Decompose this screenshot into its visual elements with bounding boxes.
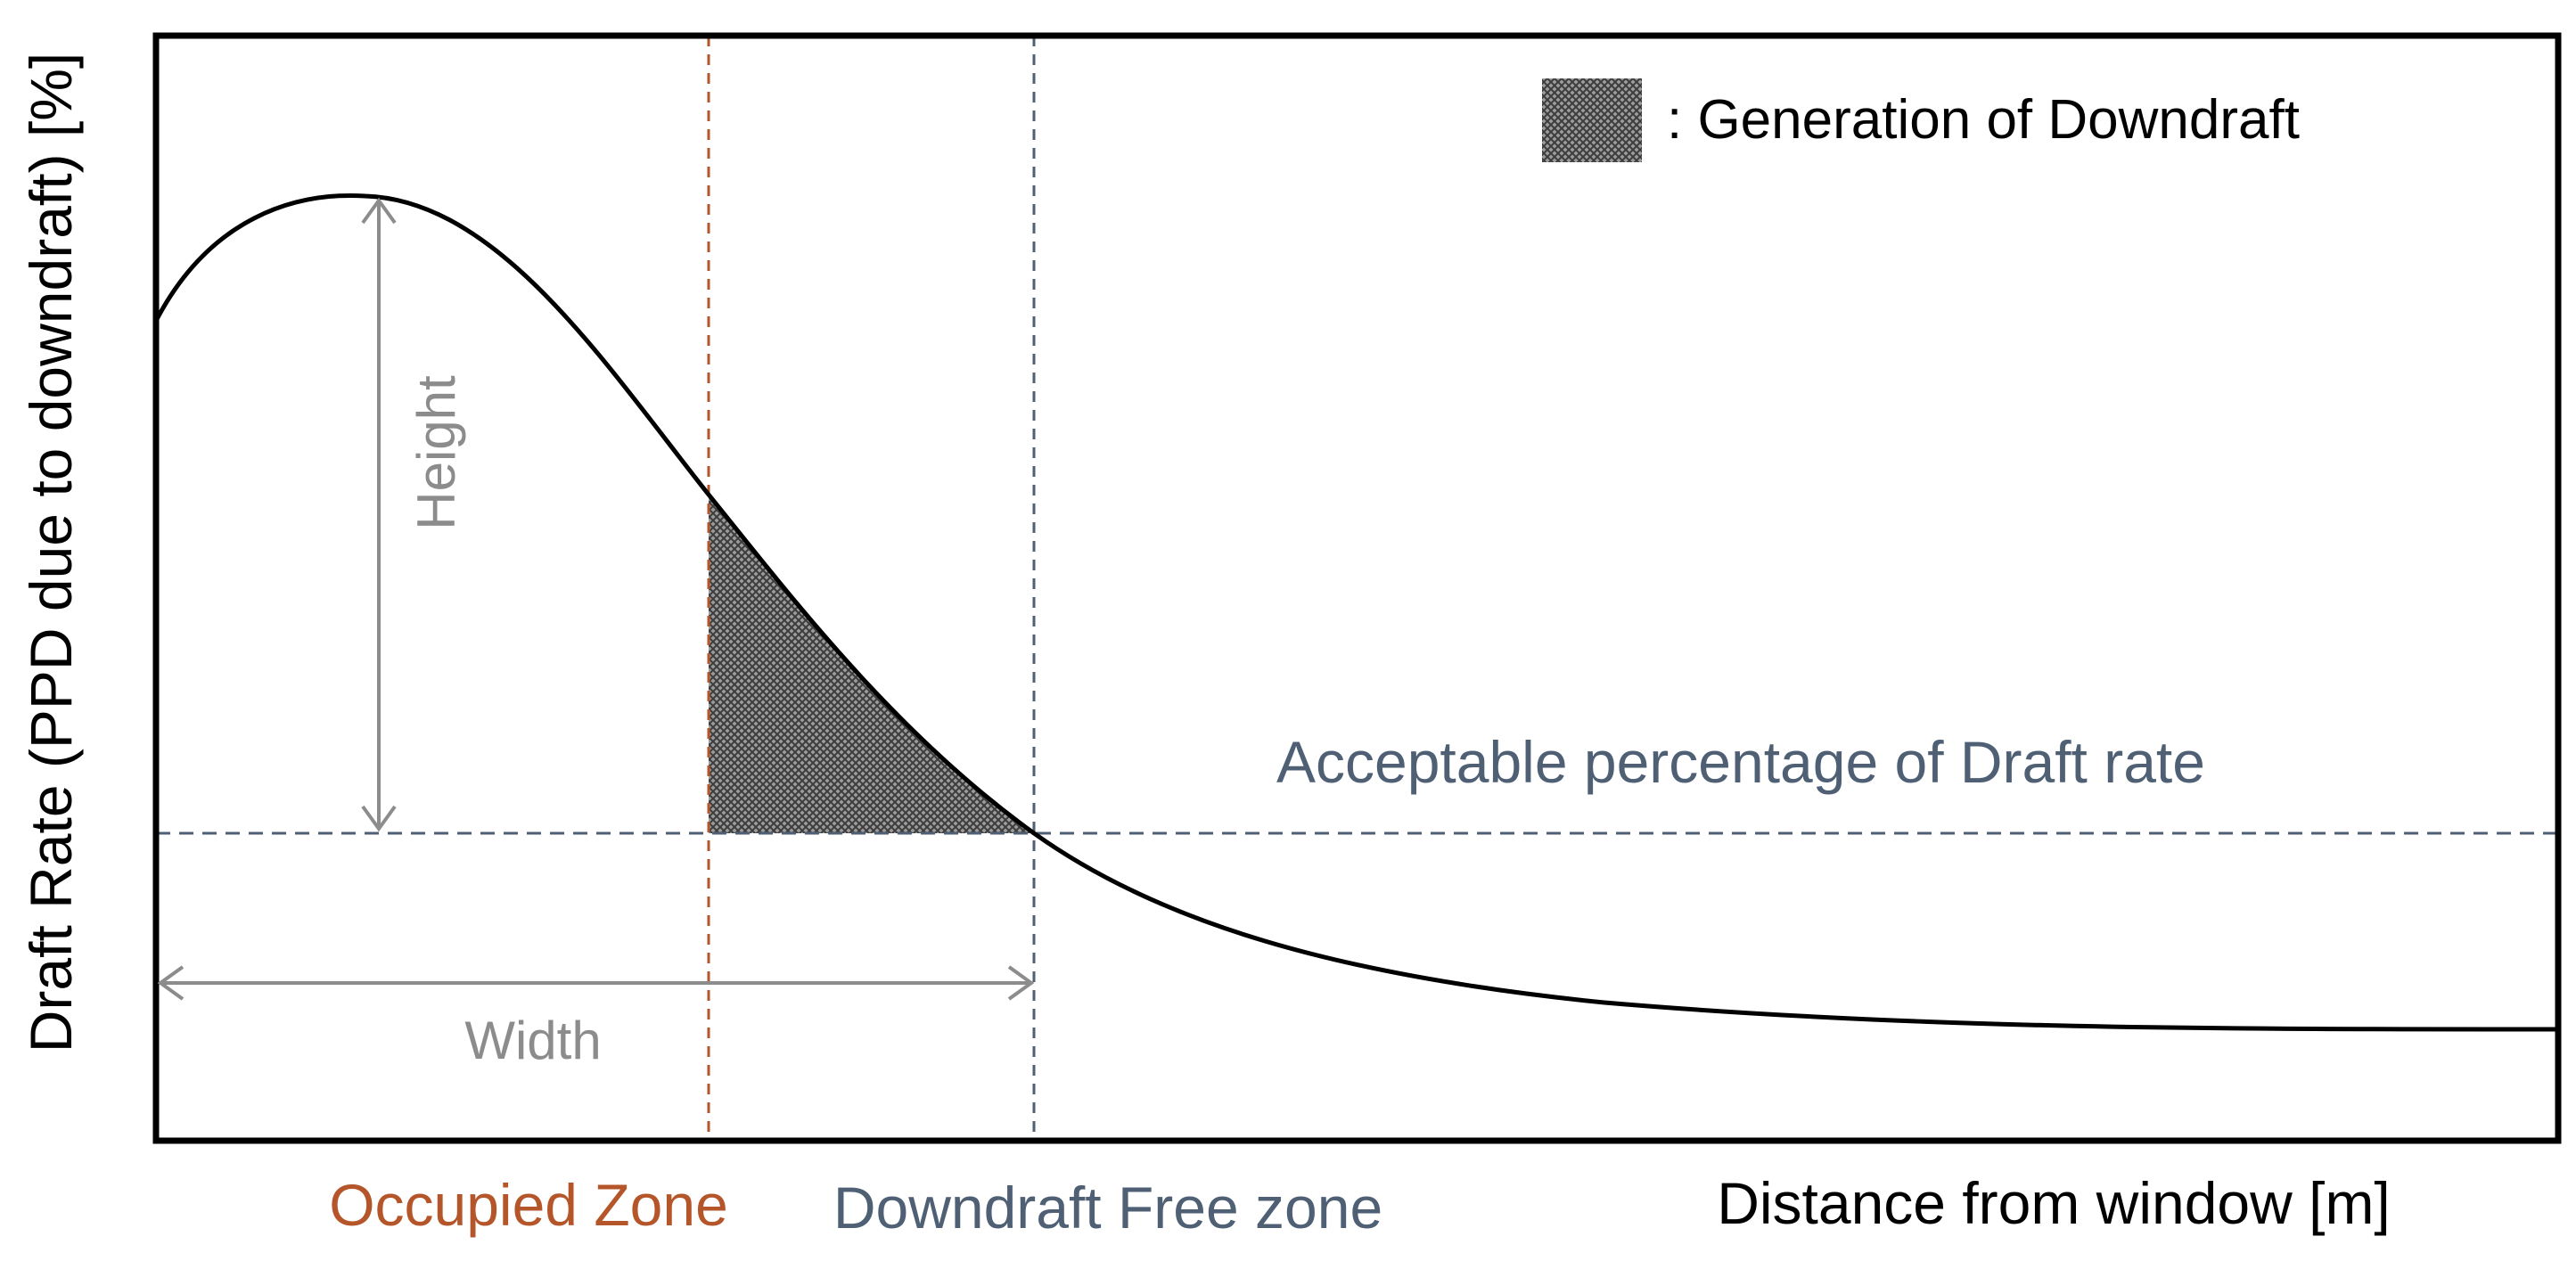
width-dimension-arrow <box>157 965 1035 1001</box>
plot-frame <box>152 32 2562 1144</box>
draft-rate-curve <box>153 192 2559 1032</box>
legend-label: : Generation of Downdraft <box>1667 89 2300 151</box>
legend-swatch <box>1542 78 1642 162</box>
downdraft-free-zone-label: Downdraft Free zone <box>833 1175 1382 1241</box>
threshold-label: Acceptable percentage of Draft rate <box>1276 729 2205 795</box>
occupied-zone-label: Occupied Zone <box>329 1172 728 1238</box>
downdraft-shaded-region <box>709 495 1034 833</box>
height-dimension-arrow <box>361 197 397 832</box>
y-axis-label: Draft Rate (PPD due to downdraft) [%] <box>18 53 84 1052</box>
height-label: Height <box>406 375 466 530</box>
x-axis-label: Distance from window [m] <box>1717 1170 2391 1236</box>
width-label: Width <box>464 1011 601 1070</box>
